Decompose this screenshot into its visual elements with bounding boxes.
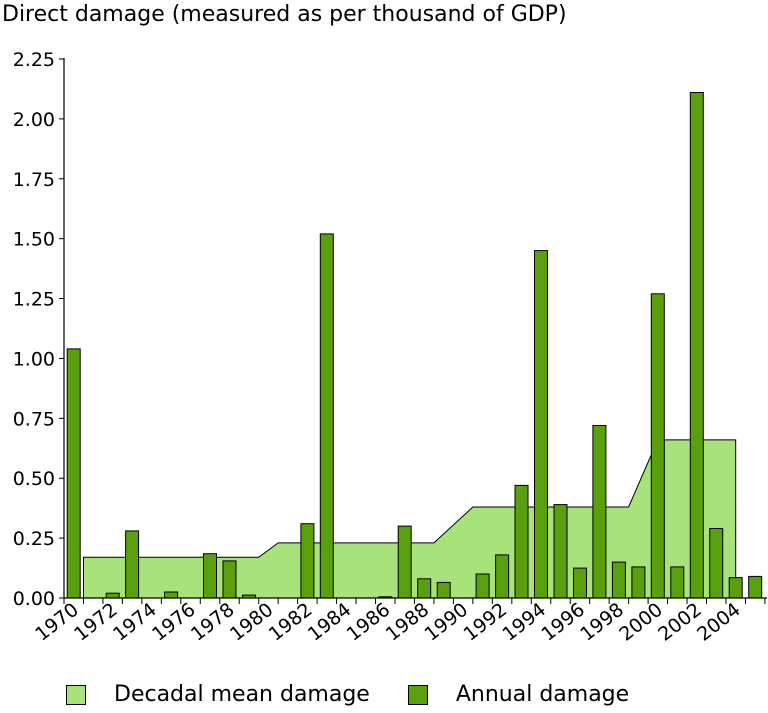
x-tick-label: 1990 bbox=[421, 599, 473, 646]
x-tick-label: 1980 bbox=[226, 599, 278, 646]
x-tick-label: 1988 bbox=[382, 599, 434, 646]
bar-2001 bbox=[670, 566, 685, 599]
y-tick-label: 0.50 bbox=[13, 468, 55, 490]
y-tick-label: 1.75 bbox=[13, 169, 55, 191]
bar-1977 bbox=[203, 553, 217, 599]
x-tick-label: 1998 bbox=[576, 599, 628, 646]
legend-swatch-decadal bbox=[66, 684, 86, 705]
bar-2000 bbox=[650, 293, 665, 599]
chart-title: Direct damage (measured as per thousand … bbox=[2, 2, 567, 27]
x-tick-label: 1984 bbox=[304, 599, 356, 646]
y-tick-label: 0.75 bbox=[13, 408, 55, 430]
x-tick-label: 1974 bbox=[109, 599, 161, 646]
decadal-mean-area bbox=[82, 439, 737, 599]
bar-2004 bbox=[728, 577, 743, 599]
bar-1993 bbox=[514, 484, 529, 599]
bar-2003 bbox=[709, 528, 724, 599]
x-tick-label: 1986 bbox=[343, 599, 395, 646]
bar-1972 bbox=[105, 592, 120, 599]
x-tick-label: 1978 bbox=[187, 599, 239, 646]
y-tick-label: 1.00 bbox=[13, 348, 55, 370]
x-tick-label: 2000 bbox=[615, 599, 667, 646]
bar-1978 bbox=[222, 560, 237, 599]
bar-1997 bbox=[592, 425, 607, 599]
bar-1998 bbox=[611, 561, 626, 599]
x-tick-label: 2004 bbox=[693, 599, 745, 646]
legend-item-annual: Annual damage bbox=[407, 682, 630, 707]
x-tick-label: 1972 bbox=[70, 599, 122, 646]
x-tick-label: 1976 bbox=[148, 599, 200, 646]
bar-1975 bbox=[164, 591, 179, 599]
x-tick-label: 1982 bbox=[265, 599, 317, 646]
y-tick-label: 2.25 bbox=[13, 49, 55, 71]
legend-swatch-annual bbox=[407, 684, 428, 705]
legend: Decadal mean damage Annual damage bbox=[66, 682, 667, 707]
y-tick-label: 1.25 bbox=[13, 289, 55, 311]
bar-1987 bbox=[397, 525, 412, 599]
bar-1989 bbox=[436, 581, 451, 599]
bar-1991 bbox=[475, 573, 490, 599]
legend-item-decadal: Decadal mean damage bbox=[66, 682, 370, 707]
y-tick-label: 0.25 bbox=[13, 528, 55, 550]
x-tick-label: 2002 bbox=[654, 599, 706, 646]
bar-1994 bbox=[534, 250, 548, 599]
y-tick-label: 1.50 bbox=[13, 229, 55, 251]
bar-2002 bbox=[689, 92, 704, 599]
legend-label-annual: Annual damage bbox=[455, 682, 630, 707]
bar-1983 bbox=[319, 233, 334, 599]
bar-1992 bbox=[495, 554, 510, 599]
bar-1973 bbox=[125, 530, 140, 599]
bar-1988 bbox=[417, 578, 432, 599]
bar-1999 bbox=[631, 566, 646, 599]
y-tick-label: 2.00 bbox=[13, 109, 55, 131]
bar-2005 bbox=[748, 575, 763, 599]
x-tick-label: 1992 bbox=[460, 599, 512, 646]
y-tick-label: 0.00 bbox=[13, 588, 55, 610]
bar-1996 bbox=[573, 567, 587, 599]
bar-1970 bbox=[66, 348, 81, 599]
bar-1982 bbox=[300, 523, 315, 599]
x-tick-label: 1994 bbox=[498, 599, 550, 646]
x-tick-label: 1996 bbox=[537, 599, 589, 646]
bar-1995 bbox=[553, 504, 568, 599]
legend-label-decadal: Decadal mean damage bbox=[114, 682, 370, 707]
